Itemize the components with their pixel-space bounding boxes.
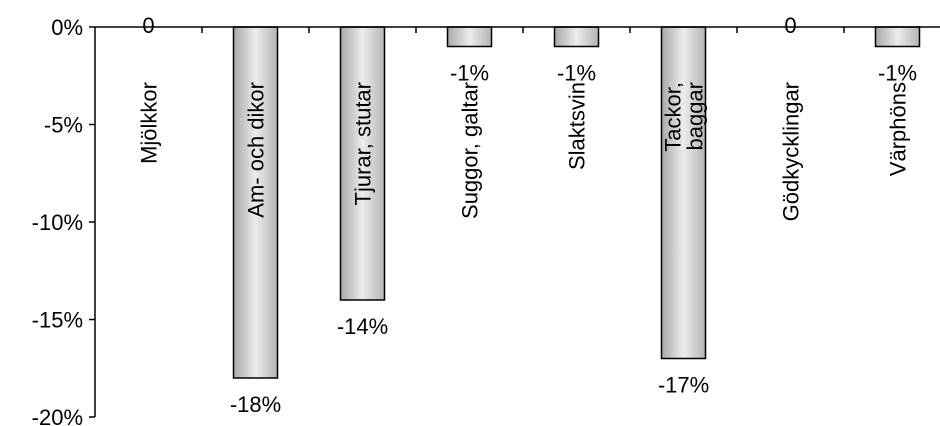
y-tick-label: -20% [32, 405, 83, 426]
bar [232, 26, 279, 379]
y-tick-label: -15% [32, 308, 83, 333]
category-label: Tackor,baggar [661, 82, 708, 152]
category-label: Am- och dikor [244, 82, 269, 218]
data-label: -1% [557, 61, 596, 86]
data-label: -14% [337, 314, 388, 339]
category-label: Mjölkkor [137, 82, 162, 164]
data-label: 0 [142, 13, 154, 38]
y-tick-label: -5% [44, 113, 83, 138]
data-label: -18% [230, 392, 281, 417]
data-label: -1% [878, 61, 917, 86]
category-label: Slaktsvin [565, 82, 590, 170]
bar [660, 26, 707, 360]
y-tick-label: -10% [32, 210, 83, 235]
category-label: Suggor, galtar [458, 82, 483, 219]
category-label: Tjurar, stutar [351, 82, 376, 205]
bars-layer [232, 26, 921, 379]
data-label: -1% [450, 61, 489, 86]
category-label: Gödkycklingar [779, 82, 804, 221]
bar [553, 26, 600, 48]
data-label: 0 [784, 13, 796, 38]
category-label: Värphöns [886, 82, 911, 176]
axis-layer [89, 26, 940, 418]
bar [339, 26, 386, 301]
y-tick-label: 0% [51, 15, 83, 40]
bar [874, 26, 921, 48]
data-label: -17% [658, 373, 709, 398]
label-layer: 0% -5% -10% -15% -20% 0 -18% -14% -1% -1% -17% 0 -1%… [32, 13, 917, 426]
bar [446, 26, 493, 48]
